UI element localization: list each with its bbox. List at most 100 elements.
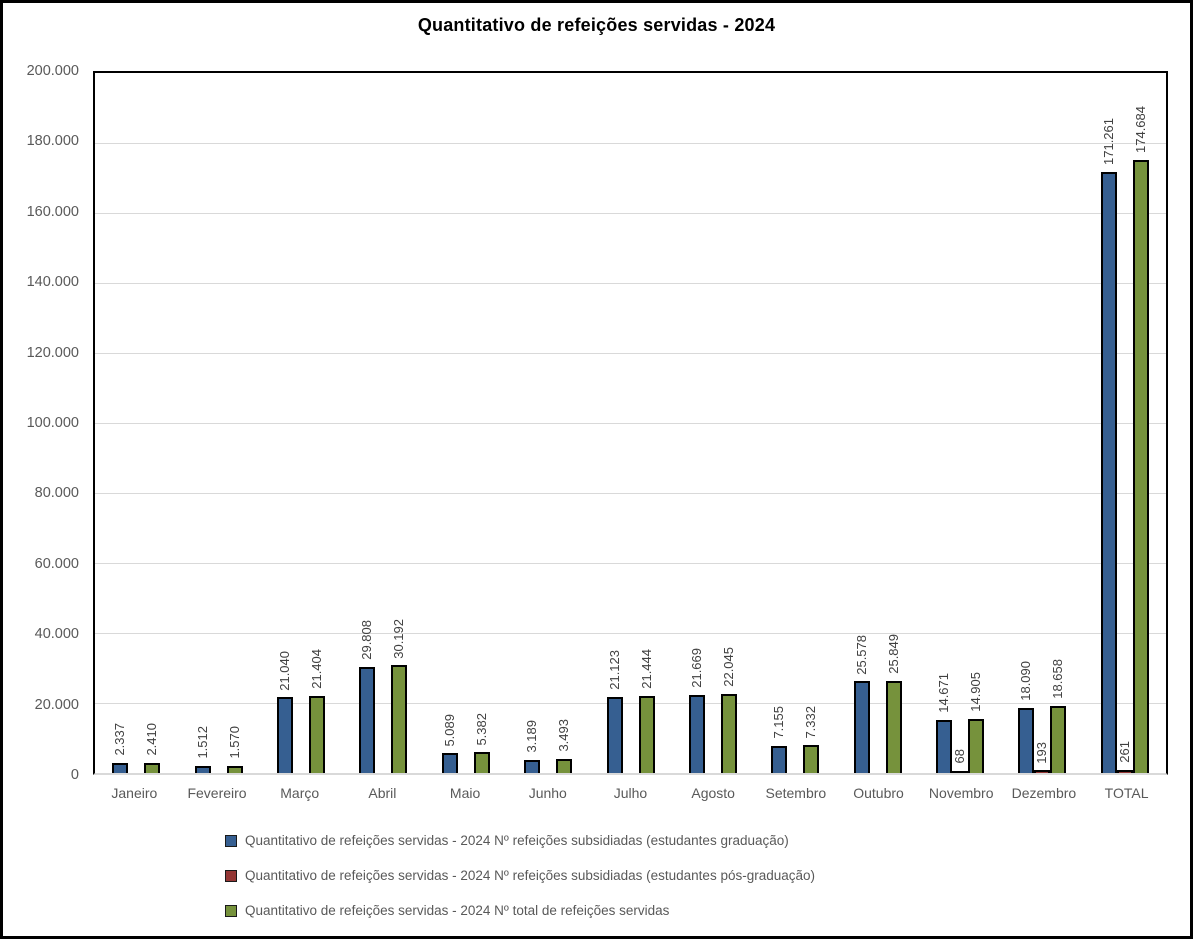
bar-total	[391, 665, 408, 773]
bar-total	[803, 745, 820, 773]
y-tick-label: 100.000	[26, 415, 79, 431]
bar-total	[885, 680, 902, 773]
legend-item: Quantitativo de refeições servidas - 202…	[225, 904, 815, 918]
bar-slot-pos-graduacao: 261	[1116, 73, 1133, 773]
bar-total	[1132, 159, 1149, 773]
bar-graduacao	[688, 695, 705, 773]
bar-slot-pos-graduacao	[458, 73, 474, 773]
bar-slot-total: 21.444	[638, 73, 655, 773]
bar-value-label: 25.578	[853, 634, 869, 675]
x-axis-label: Novembro	[928, 785, 994, 801]
y-tick-label: 40.000	[34, 626, 79, 643]
y-tick-label: 20.000	[34, 696, 79, 713]
bar-group: 18.090 193 18.658	[1001, 73, 1083, 773]
bar-group: 171.261 261 174.684	[1084, 73, 1166, 773]
gridline	[95, 213, 1166, 214]
bar-slot-total: 7.332	[803, 73, 820, 773]
bar-value-label: 30.192	[391, 618, 407, 659]
legend-label: Quantitativo de refeições servidas - 202…	[245, 868, 815, 883]
bar-value-label: 21.669	[688, 648, 704, 689]
bar-value-label: 2.337	[112, 723, 128, 756]
x-axis-label: Agosto	[691, 785, 735, 801]
bar-slot-total: 3.493	[556, 73, 573, 773]
bar-total	[638, 695, 655, 773]
bar-graduacao	[112, 762, 129, 773]
bar-value-label: 18.658	[1050, 658, 1066, 699]
bar-pos-graduacao	[1116, 770, 1133, 773]
bar-value-label: 7.332	[803, 705, 819, 739]
bar-total	[556, 758, 573, 773]
bar-group: 21.040 21.404	[260, 73, 342, 773]
bar-value-label: 18.090	[1018, 660, 1034, 701]
x-axis-label: Julho	[613, 785, 648, 801]
plot-area: 2.337 2.410 1.512 1.570 21.040 21.404 29.808 30…	[93, 71, 1168, 775]
bar-total	[968, 718, 985, 773]
bar-value-label: 261	[1116, 741, 1132, 764]
bar-value-label: 5.089	[441, 713, 457, 747]
bar-pos-graduacao	[1034, 770, 1051, 773]
bar-value-label: 1.512	[194, 726, 210, 759]
bar-slot-graduacao: 7.155	[771, 73, 788, 773]
bar-graduacao	[1018, 707, 1035, 773]
bar-slot-total: 5.382	[473, 73, 490, 773]
x-axis-label: Janeiro	[111, 785, 158, 801]
bar-value-label: 7.155	[771, 706, 787, 739]
legend: Quantitativo de refeições servidas - 202…	[225, 834, 815, 918]
x-axis-label: Setembro	[765, 785, 827, 801]
bar-slot-graduacao: 14.671	[936, 73, 953, 773]
x-axis-label: Dezembro	[1011, 785, 1077, 801]
bar-slot-graduacao: 1.512	[194, 73, 211, 773]
bar-value-label: 25.849	[885, 633, 901, 674]
bar-group: 1.512 1.570	[177, 73, 259, 773]
bar-value-label: 21.404	[308, 649, 324, 690]
bar-slot-graduacao: 18.090	[1018, 73, 1035, 773]
bar-value-label: 29.808	[359, 619, 375, 660]
bar-slot-graduacao: 29.808	[359, 73, 376, 773]
bar-graduacao	[524, 759, 541, 773]
bar-slot-pos-graduacao	[540, 73, 556, 773]
x-axis-label: Outubro	[853, 785, 904, 801]
x-axis-label: Março	[280, 785, 320, 801]
bar-value-label: 68	[952, 749, 968, 764]
bar-slot-pos-graduacao	[128, 73, 144, 773]
bar-slot-graduacao: 21.669	[688, 73, 705, 773]
gridline	[95, 283, 1166, 284]
bar-graduacao	[276, 697, 293, 773]
bar-graduacao	[936, 719, 953, 773]
bar-slot-total: 22.045	[720, 73, 737, 773]
bar-value-label: 3.189	[524, 720, 540, 753]
bar-slot-total: 21.404	[308, 73, 325, 773]
bar-slot-graduacao: 21.123	[606, 73, 623, 773]
bar-slot-pos-graduacao	[870, 73, 886, 773]
bar-group: 5.089 5.382	[425, 73, 507, 773]
x-axis-label: Maio	[449, 785, 481, 801]
bar-value-label: 2.410	[144, 723, 160, 756]
bar-slot-total: 14.905	[968, 73, 985, 773]
bar-graduacao	[1100, 171, 1117, 773]
bar-value-label: 5.382	[473, 712, 489, 746]
bar-slot-pos-graduacao	[293, 73, 309, 773]
y-tick-label: 180.000	[26, 133, 79, 150]
gridline	[95, 493, 1166, 494]
bar-total	[1050, 705, 1067, 773]
bar-group: 21.123 21.444	[589, 73, 671, 773]
bar-value-label: 171.261	[1100, 117, 1116, 165]
bar-group: 29.808 30.192	[342, 73, 424, 773]
bar-slot-graduacao: 21.040	[276, 73, 293, 773]
bar-value-label: 21.040	[276, 650, 292, 691]
legend-swatch-icon	[225, 870, 237, 882]
bar-value-label: 14.905	[968, 672, 984, 712]
x-axis-label: Junho	[528, 785, 567, 801]
bar-slot-graduacao: 5.089	[441, 73, 458, 773]
bar-slot-pos-graduacao	[623, 73, 639, 773]
bar-slot-pos-graduacao: 68	[952, 73, 969, 773]
gridline	[95, 703, 1166, 704]
bar-value-label: 21.444	[638, 649, 654, 689]
x-axis-label: Fevereiro	[187, 785, 247, 801]
legend-swatch-icon	[225, 905, 237, 917]
bar-slot-graduacao: 3.189	[524, 73, 541, 773]
bar-slot-pos-graduacao	[211, 73, 227, 773]
bar-value-label: 22.045	[720, 647, 736, 687]
y-tick-label: 140.000	[26, 274, 79, 291]
